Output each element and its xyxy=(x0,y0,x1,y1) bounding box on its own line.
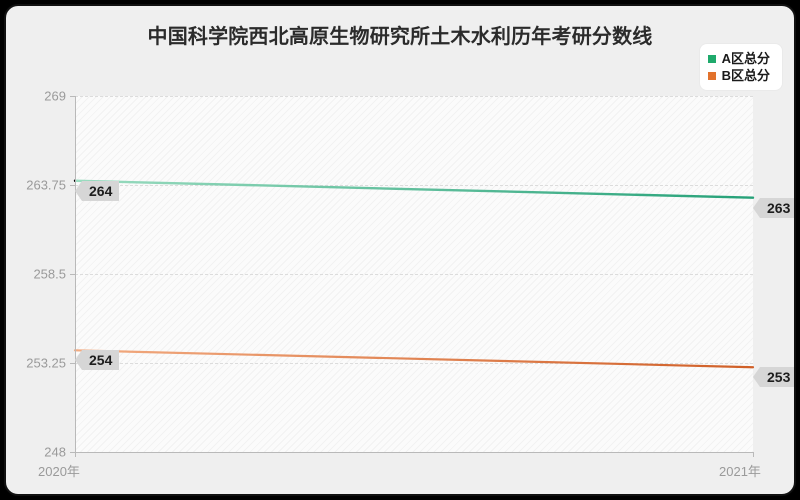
y-tick-label-269: 269 xyxy=(44,88,66,104)
legend-item-b[interactable]: B区总分 xyxy=(707,67,770,84)
gridline-269 xyxy=(75,96,753,97)
value-tag-b-2021: 253 xyxy=(752,367,794,387)
legend-item-a[interactable]: A区总分 xyxy=(707,50,770,67)
legend-label-b: B区总分 xyxy=(721,68,770,83)
legend-label-a: A区总分 xyxy=(721,51,770,66)
y-tick-label-248: 248 xyxy=(44,444,66,460)
value-tag-a-2020: 264 xyxy=(74,181,120,201)
legend-swatch-b-icon xyxy=(707,71,716,80)
x-tick-mark-2020 xyxy=(75,452,76,457)
series-svg xyxy=(73,179,755,369)
plot-area xyxy=(73,96,755,452)
chart-card: 中国科学院西北高原生物研究所土木水利历年考研分数线 A区总分 B区总分 xyxy=(4,4,796,496)
value-tag-a-2021: 263 xyxy=(752,198,794,218)
series-line-a xyxy=(73,179,755,199)
y-tick-mark-263-75 xyxy=(70,185,75,186)
gridline-258-5 xyxy=(75,274,753,275)
x-tick-label-2021: 2021年 xyxy=(719,464,761,479)
y-tick-mark-248 xyxy=(70,452,75,453)
y-tick-label-253-25: 253.25 xyxy=(26,355,66,371)
y-tick-mark-269 xyxy=(70,96,75,97)
y-tick-label-258-5: 258.5 xyxy=(33,266,66,282)
x-tick-label-2020: 2020年 xyxy=(38,464,80,479)
x-axis-line xyxy=(75,452,753,453)
y-tick-mark-258-5 xyxy=(70,274,75,275)
chart-title: 中国科学院西北高原生物研究所土木水利历年考研分数线 xyxy=(147,26,653,48)
gridline-253-25 xyxy=(75,363,753,364)
y-axis-line xyxy=(75,96,76,452)
gridline-263-75 xyxy=(75,185,753,186)
y-tick-label-263-75: 263.75 xyxy=(26,177,66,193)
x-tick-mark-2021 xyxy=(753,452,754,457)
series-line-b xyxy=(73,349,755,369)
y-tick-mark-253-25 xyxy=(70,363,75,364)
legend-swatch-a-icon xyxy=(707,54,716,63)
value-tag-b-2020: 254 xyxy=(74,350,120,370)
chart-legend[interactable]: A区总分 B区总分 xyxy=(699,44,782,90)
